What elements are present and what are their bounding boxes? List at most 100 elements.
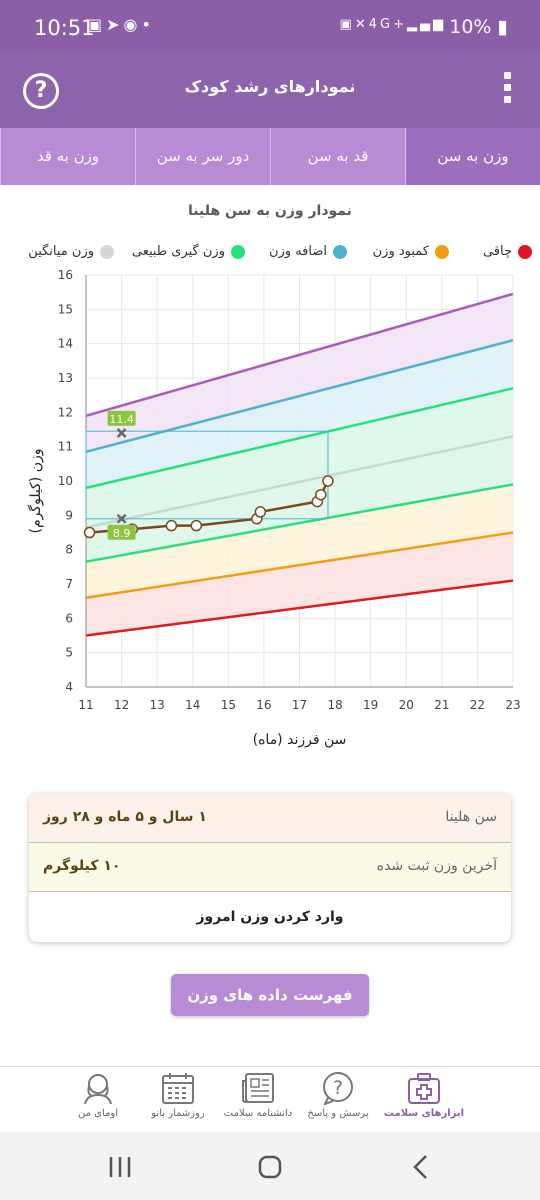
more-vert-icon[interactable] [504,72,512,108]
marker-label: 11.4 [109,413,134,426]
calendar-icon [162,1073,194,1104]
info-card: سن هلینا ۱ سال و ۵ ماه و ۲۸ روز آخرین وز… [29,794,511,942]
woman-avatar-icon [84,1074,112,1105]
y-tick-label: 8 [65,543,73,557]
app-bar: ? نمودارهای رشد کودک [0,50,540,128]
age-row: سن هلینا ۱ سال و ۵ ماه و ۲۸ روز [29,794,511,843]
marker-label-bg [107,524,136,540]
nav-questions[interactable]: ? پرسش و پاسخ [292,1071,384,1119]
status-bar: 10:51 ▣➤◉• ▣✕4G+▂▄▆ 10% ▮ [0,0,540,50]
y-tick-label: 5 [65,646,73,660]
tab-head-circumference-for-age[interactable]: دور سر به سن [135,128,270,185]
weight-for-age-chart[interactable]: 11 12 13 14 15 16 17 18 19 20 21 22 23 4 5 6 7 8 9 10 11 12 13… [0,262,540,762]
reference-line [85,292,514,417]
age-value: ۱ سال و ۵ ماه و ۲۸ روز [43,809,207,825]
app-icon: ◉ [123,15,142,34]
weight-data-point [315,488,327,501]
bottom-navigation: ابزارهای سلامت ? پرسش و پاسخ دانشنامه سل… [0,1066,540,1133]
reference-line [85,483,514,563]
x-tick-label: 17 [292,698,307,712]
page-title: نمودارهای رشد کودک [184,77,356,96]
newspaper-icon [242,1073,274,1103]
weight-data-point [322,475,334,487]
chart-legend: چاقی کمبود وزن اضافه وزن وزن گیری طبیعی … [8,244,532,266]
tab-weight-for-height[interactable]: وزن به قد [0,128,135,185]
last-weight-label: آخرین وزن ثبت شده [376,858,497,874]
chart-band [86,340,513,488]
reference-line [85,579,514,637]
legend-item-obesity[interactable]: چاقی [483,244,532,259]
last-weight-row: آخرین وزن ثبت شده ۱۰ کیلوگرم [29,843,511,892]
marker-label: 8.9 [113,527,131,540]
y-tick-label: 6 [65,611,73,625]
x-tick-label: 12 [114,698,129,712]
legend-dot [518,244,532,259]
status-notification-icons: ▣➤◉• [87,15,155,34]
y-tick-label: 7 [65,577,73,591]
marker-label-bg [107,410,136,426]
x-tick-label: 11 [78,698,93,712]
tab-weight-for-age[interactable]: وزن به سن [405,128,540,185]
x-tick-label: 13 [150,698,165,712]
back-icon[interactable] [402,1152,442,1182]
home-icon[interactable] [250,1152,290,1182]
reference-line [85,435,514,529]
weight-data-list-button[interactable]: فهرست داده های وزن هلینا [171,974,369,1046]
weight-data-point [83,526,96,539]
battery-level: 10% ▮ [449,16,508,38]
nav-label: روزشمار بانو [151,1108,205,1119]
nav-lady-calendar[interactable]: روزشمار بانو [132,1071,224,1119]
y-tick-label: 16 [58,268,73,282]
marker-cross-icon [116,513,127,524]
medical-kit-icon [408,1073,440,1104]
chart-band [86,293,513,452]
legend-dot [100,244,114,259]
battery-saver-icon: ▣ [339,17,355,32]
legend-dot [231,244,245,259]
x-axis-label: سن فرزند (ماه) [253,732,347,748]
last-weight-value: ۱۰ کیلوگرم [43,858,121,874]
reference-line [85,531,514,599]
chart-band [86,484,513,598]
y-tick-label: 9 [65,508,73,522]
nav-label: ابزارهای سلامت [383,1108,465,1119]
legend-item-underweight[interactable]: کمبود وزن [373,244,449,259]
legend-item-overweight[interactable]: اضافه وزن [269,244,347,259]
y-tick-label: 10 [58,474,73,488]
recents-icon[interactable] [100,1152,140,1182]
weight-data-point [165,519,178,532]
telegram-icon: ➤ [106,15,124,34]
x-tick-label: 20 [399,698,414,712]
mute-icon: ✕ [354,17,369,32]
nav-my-profile[interactable]: اومای من [52,1071,144,1119]
x-tick-label: 22 [470,698,485,712]
x-tick-label: 18 [327,698,342,712]
nav-label: اومای من [78,1108,118,1119]
nav-health-tools[interactable]: ابزارهای سلامت [378,1071,470,1119]
age-label: سن هلینا [445,809,497,825]
nav-label: دانشنامه سلامت [223,1108,293,1119]
status-system-icons: ▣✕4G+▂▄▆ [340,17,446,32]
enter-today-weight-button[interactable]: وارد کردن وزن امروز [196,909,344,925]
chart-band [86,532,513,636]
x-tick-label: 16 [256,698,271,712]
y-tick-label: 11 [58,440,73,454]
y-tick-label: 15 [58,302,73,316]
reference-line [85,339,514,454]
question-bubble-icon: ? [323,1072,353,1105]
x-tick-label: 14 [185,698,200,712]
tab-height-for-age[interactable]: قد به سن [270,128,405,185]
y-axis-label: وزن (کیلوگرم) [27,449,44,534]
x-tick-label: 19 [363,698,378,712]
nav-health-encyclopedia[interactable]: دانشنامه سلامت [212,1071,304,1119]
battery-icon: ▮ [497,16,508,38]
weight-data-point [254,506,267,518]
help-icon[interactable]: ? [23,73,59,109]
y-tick-label: 13 [58,371,73,385]
system-navigation-bar [0,1132,540,1200]
legend-item-average-weight[interactable]: وزن میانگین [28,244,114,259]
signal-icon: ▂▄▆ [407,17,446,32]
y-tick-label: 14 [58,337,73,351]
x-tick-label: 21 [434,698,449,712]
legend-item-normal-gain[interactable]: وزن گیری طبیعی [132,244,245,259]
